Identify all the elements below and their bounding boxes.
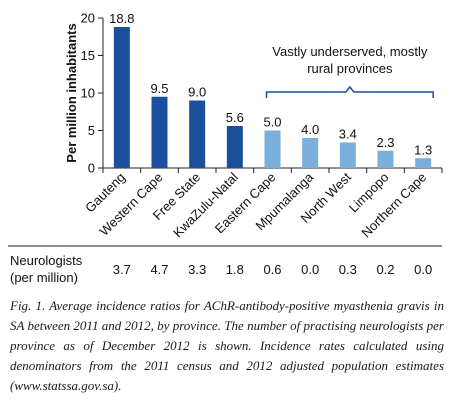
neurologists-row: Neurologists (per million) 3.7 4.7 3.3 1.8 0… bbox=[0, 244, 450, 286]
annotation-bracket bbox=[265, 85, 434, 98]
neurologists-value: 0.2 bbox=[376, 262, 395, 277]
annotation-text-line1: Vastly underserved, mostly bbox=[272, 44, 428, 59]
y-tick-label: 15 bbox=[81, 48, 95, 63]
bar-northern-cape bbox=[415, 158, 432, 168]
bar-gauteng bbox=[113, 27, 130, 168]
neurologists-value: 1.8 bbox=[225, 262, 244, 277]
neurologists-value: 0.0 bbox=[414, 262, 433, 277]
bar-value-label: 5.6 bbox=[226, 110, 244, 125]
bar-value-label: 4.0 bbox=[301, 122, 319, 137]
y-tick-label: 20 bbox=[81, 11, 95, 26]
bar-value-label: 9.5 bbox=[150, 81, 168, 96]
bar-value-label: 3.4 bbox=[339, 127, 357, 142]
bar-value-label: 2.3 bbox=[376, 135, 394, 150]
bar-kwazulu-natal bbox=[226, 126, 243, 168]
bar-value-label: 9.0 bbox=[188, 85, 206, 100]
bar-western-cape bbox=[151, 96, 168, 168]
bar-mpumalanga bbox=[302, 138, 319, 168]
y-tick-label: 10 bbox=[81, 86, 95, 101]
bar-value-label: 18.8 bbox=[109, 11, 134, 26]
bar-value-label: 5.0 bbox=[263, 115, 281, 130]
neurologists-value: 0.6 bbox=[263, 262, 282, 277]
neurologists-label: Neurologists (per million) bbox=[10, 252, 82, 286]
y-axis-title: Per million inhabitants bbox=[64, 23, 79, 162]
neurologists-value: 0.0 bbox=[301, 262, 320, 277]
bar-value-label: 1.3 bbox=[414, 142, 432, 157]
neurologists-value: 4.7 bbox=[150, 262, 169, 277]
bar-eastern-cape bbox=[264, 130, 281, 168]
neurologists-label-line1: Neurologists bbox=[10, 253, 83, 268]
figure-caption: Fig. 1. Average incidence ratios for ACh… bbox=[10, 298, 444, 393]
neurologists-value: 3.7 bbox=[112, 262, 131, 277]
bar-limpopo bbox=[377, 150, 394, 168]
neurologists-label-line2: (per million) bbox=[10, 270, 78, 285]
x-category-label: KwaZulu-Natal bbox=[170, 169, 241, 240]
neurologists-value: 0.3 bbox=[338, 262, 357, 277]
annotation-text-line2: rural provinces bbox=[307, 61, 393, 76]
neurologists-value: 3.3 bbox=[188, 262, 207, 277]
y-tick-label: 0 bbox=[88, 161, 95, 176]
y-tick-label: 5 bbox=[88, 123, 95, 138]
bar-free-state bbox=[189, 100, 206, 168]
bar-north-west bbox=[339, 142, 356, 168]
